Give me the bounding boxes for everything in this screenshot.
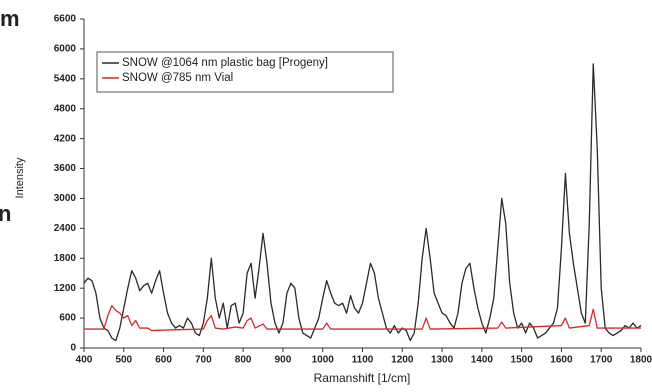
- y-tick-label: 5400: [54, 73, 77, 84]
- x-tick-label: 1700: [590, 355, 613, 366]
- x-tick-label: 400: [76, 355, 93, 366]
- legend-box: [96, 51, 394, 93]
- x-tick-label: 800: [235, 355, 252, 366]
- y-tick-label: 1200: [54, 283, 77, 294]
- y-tick-label: 0: [70, 343, 76, 354]
- legend-label: SNOW @785 nm Vial: [122, 72, 233, 84]
- x-tick-label: 1400: [471, 355, 494, 366]
- x-tick-label: 1600: [550, 355, 573, 366]
- y-tick-label: 4800: [54, 103, 77, 114]
- y-tick-label: 6600: [54, 14, 77, 25]
- x-tick-label: 1200: [391, 355, 414, 366]
- x-tick-label: 1100: [352, 355, 374, 366]
- y-tick-label: 600: [59, 313, 76, 324]
- x-tick-label: 1500: [511, 355, 534, 366]
- y-axis-label: Intensity: [14, 157, 26, 198]
- cropped-text: m: [0, 6, 20, 31]
- cropped-text: n: [0, 201, 11, 226]
- x-tick-label: 1000: [312, 355, 335, 366]
- x-tick-label: 1300: [431, 355, 454, 366]
- y-tick-label: 4200: [54, 133, 77, 144]
- y-tick-label: 6000: [54, 44, 77, 55]
- x-tick-label: 700: [195, 355, 212, 366]
- x-tick-label: 600: [155, 355, 172, 366]
- x-axis-label: Ramanshift [1/cm]: [314, 371, 411, 385]
- x-tick-label: 1800: [630, 355, 652, 366]
- series-line: [84, 304, 641, 332]
- x-tick-label: 900: [275, 355, 292, 366]
- legend-label: SNOW @1064 nm plastic bag [Progeny]: [122, 57, 328, 69]
- series-line: [83, 63, 642, 342]
- y-tick-label: 3000: [54, 193, 77, 204]
- y-tick-label: 1800: [54, 253, 77, 264]
- y-tick-label: 2400: [54, 223, 77, 234]
- y-tick-label: 3600: [54, 163, 77, 174]
- x-tick-label: 500: [115, 355, 132, 366]
